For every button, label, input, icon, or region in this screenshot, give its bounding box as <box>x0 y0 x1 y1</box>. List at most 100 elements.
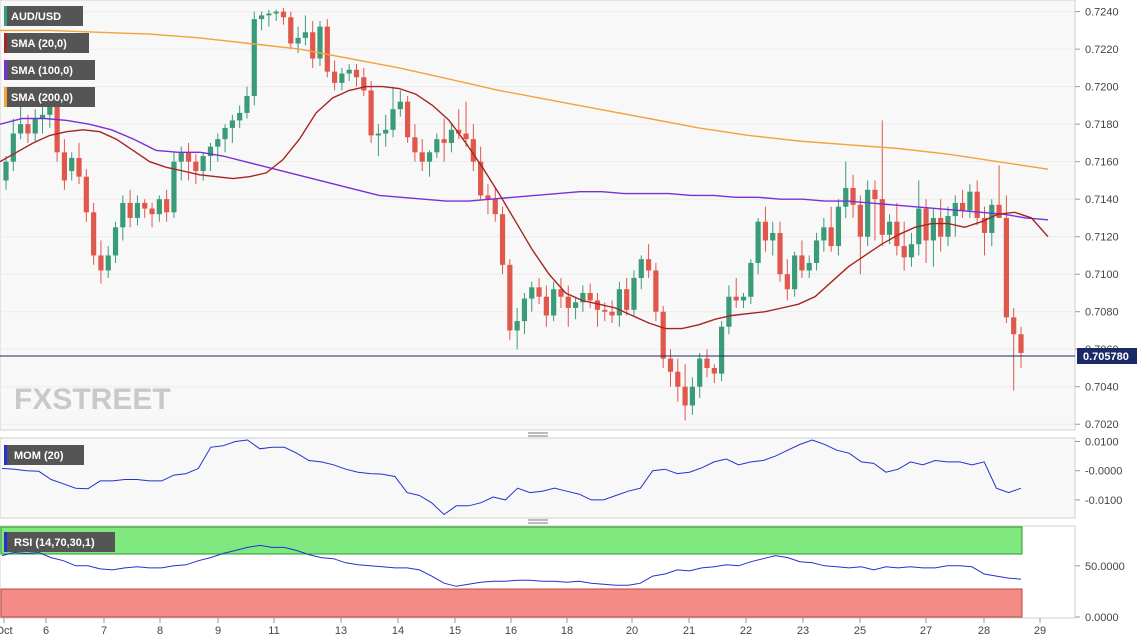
candle-body[interactable] <box>828 227 834 247</box>
candle-body[interactable] <box>806 262 812 271</box>
candle-body[interactable] <box>149 208 155 215</box>
candle-body[interactable] <box>492 199 498 215</box>
candle-body[interactable] <box>368 90 374 136</box>
candle-body[interactable] <box>397 101 403 110</box>
candle-body[interactable] <box>609 311 615 316</box>
candle-body[interactable] <box>463 133 469 140</box>
candle-body[interactable] <box>682 386 688 406</box>
candle-body[interactable] <box>405 101 411 138</box>
candle-body[interactable] <box>872 189 878 200</box>
candle-body[interactable] <box>229 120 235 128</box>
candle-body[interactable] <box>711 367 717 374</box>
candle-body[interactable] <box>98 255 104 271</box>
candle-body[interactable] <box>478 161 484 196</box>
candle-body[interactable] <box>675 371 681 387</box>
candle-body[interactable] <box>792 255 798 290</box>
candle-body[interactable] <box>521 298 528 322</box>
candle-body[interactable] <box>178 152 184 162</box>
candle-body[interactable] <box>3 161 9 181</box>
candle-body[interactable] <box>134 202 141 218</box>
candle-body[interactable] <box>945 216 951 237</box>
candle-body[interactable] <box>733 296 739 301</box>
candle-body[interactable] <box>514 321 520 331</box>
candle-body[interactable] <box>346 69 352 74</box>
candle-body[interactable] <box>419 152 425 162</box>
candle-body[interactable] <box>959 202 966 211</box>
pane-divider-handle[interactable] <box>528 432 548 437</box>
candle-body[interactable] <box>777 232 783 275</box>
candle-body[interactable] <box>813 240 820 263</box>
candle-body[interactable] <box>215 139 221 147</box>
candle-body[interactable] <box>375 133 382 136</box>
momentum-tag[interactable]: MOM (20) <box>4 445 84 465</box>
candle-body[interactable] <box>331 71 338 83</box>
candle-body[interactable] <box>39 114 46 119</box>
candle-body[interactable] <box>193 161 199 172</box>
sma100-tag[interactable]: SMA (100,0) <box>4 60 95 80</box>
sma200-tag[interactable]: SMA (200,0) <box>4 87 95 107</box>
candle-body[interactable] <box>112 227 119 256</box>
candle-body[interactable] <box>142 202 148 209</box>
main-pane[interactable] <box>0 0 1076 431</box>
candle-body[interactable] <box>237 112 243 121</box>
candle-body[interactable] <box>572 302 579 308</box>
candle-body[interactable] <box>258 15 265 20</box>
candle-body[interactable] <box>302 32 308 38</box>
sma20-tag[interactable]: SMA (20,0) <box>4 33 89 53</box>
candle-body[interactable] <box>930 217 936 241</box>
momentum-pane[interactable] <box>0 437 1076 519</box>
candle-body[interactable] <box>974 191 980 218</box>
candle-body[interactable] <box>120 202 126 228</box>
symbol-tag[interactable]: AUD/USD <box>4 6 83 26</box>
candle-body[interactable] <box>587 292 593 301</box>
candle-body[interactable] <box>908 244 915 258</box>
candle-body[interactable] <box>76 157 82 177</box>
candle-body[interactable] <box>558 289 564 297</box>
candle-body[interactable] <box>748 262 754 297</box>
candle-body[interactable] <box>207 146 214 157</box>
candle-body[interactable] <box>244 96 250 113</box>
candle-body[interactable] <box>353 69 360 78</box>
candle-body[interactable] <box>69 157 75 172</box>
candle-body[interactable] <box>171 161 177 213</box>
candle-body[interactable] <box>638 259 644 278</box>
candle-body[interactable] <box>529 287 535 299</box>
candle-body[interactable] <box>645 259 652 271</box>
candle-body[interactable] <box>624 289 630 310</box>
candle-body[interactable] <box>47 105 53 115</box>
candle-body[interactable] <box>251 19 257 97</box>
candle-body[interactable] <box>1003 217 1009 318</box>
candle-body[interactable] <box>799 255 805 271</box>
candle-body[interactable] <box>755 221 761 263</box>
candle-body[interactable] <box>981 217 988 233</box>
candle-body[interactable] <box>865 189 871 237</box>
candle-body[interactable] <box>938 217 944 237</box>
candle-body[interactable] <box>631 277 637 310</box>
candle-body[interactable] <box>200 156 206 172</box>
candle-body[interactable] <box>507 264 513 331</box>
candle-body[interactable] <box>499 214 506 265</box>
candle-body[interactable] <box>689 386 696 406</box>
candle-body[interactable] <box>127 202 133 218</box>
candle-body[interactable] <box>164 199 170 213</box>
candle-body[interactable] <box>989 204 995 233</box>
candle-body[interactable] <box>886 221 893 235</box>
candle-body[interactable] <box>543 296 549 316</box>
candle-body[interactable] <box>667 358 674 372</box>
pane-divider-handle[interactable] <box>528 519 548 524</box>
rsi-tag[interactable]: RSI (14,70,30,1) <box>4 532 115 552</box>
candle-body[interactable] <box>310 32 316 59</box>
candle-body[interactable] <box>697 358 703 387</box>
candle-body[interactable] <box>894 221 900 247</box>
candle-body[interactable] <box>83 176 89 213</box>
candle-body[interactable] <box>105 255 111 271</box>
candle-body[interactable] <box>426 152 433 162</box>
candle-body[interactable] <box>434 139 440 153</box>
candle-body[interactable] <box>61 152 68 181</box>
candle-body[interactable] <box>441 139 447 143</box>
candle-body[interactable] <box>821 227 827 241</box>
candle-body[interactable] <box>857 204 863 237</box>
candle-body[interactable] <box>536 287 542 297</box>
candle-body[interactable] <box>740 296 747 301</box>
